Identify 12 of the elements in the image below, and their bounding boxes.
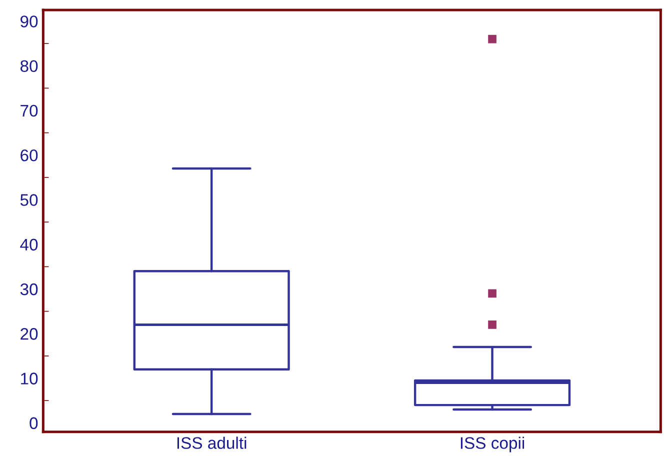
x-tick-label: ISS copii bbox=[460, 436, 524, 452]
x-tick-label: ISS adulti bbox=[177, 436, 246, 449]
y-tick-label: 50 bbox=[20, 194, 38, 206]
y-tick-label: 80 bbox=[20, 60, 38, 72]
y-tick-label: 0 bbox=[30, 417, 38, 430]
y-tick-label: 40 bbox=[20, 238, 38, 251]
y-tick-label: 20 bbox=[20, 328, 38, 340]
y-tick-label: 10 bbox=[21, 372, 38, 384]
y-tick-label: 90 bbox=[20, 16, 38, 28]
y-tick-label: 60 bbox=[20, 149, 38, 162]
y-tick-label: 30 bbox=[20, 283, 38, 296]
y-tick-label: 70 bbox=[20, 104, 38, 117]
